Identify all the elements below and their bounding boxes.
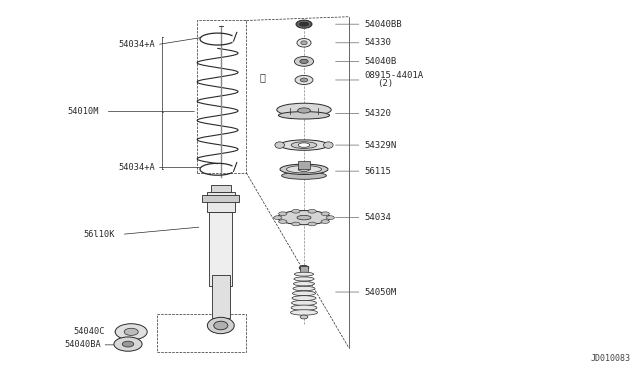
Bar [212,275,230,318]
Ellipse shape [308,222,316,226]
Ellipse shape [122,341,134,347]
Ellipse shape [115,324,147,340]
Bar [157,314,246,352]
Ellipse shape [295,76,313,84]
Ellipse shape [280,140,328,150]
Ellipse shape [321,212,330,215]
Ellipse shape [300,78,308,82]
Ellipse shape [292,222,300,226]
Ellipse shape [300,265,309,270]
Ellipse shape [326,216,335,219]
Ellipse shape [291,142,317,148]
Text: 54040B: 54040B [365,57,397,66]
Ellipse shape [321,220,330,224]
Bar [211,185,230,192]
Bar [298,161,310,169]
Ellipse shape [292,296,316,301]
Text: 54034+A: 54034+A [118,163,155,172]
Text: 54050M: 54050M [365,288,397,296]
Text: 56115: 56115 [365,167,392,176]
Ellipse shape [291,310,317,315]
Ellipse shape [278,211,330,225]
Text: (2): (2) [378,79,394,88]
Ellipse shape [275,142,285,148]
Ellipse shape [207,317,234,334]
Text: 54034: 54034 [365,213,392,222]
Ellipse shape [298,21,310,27]
Text: 56l10K: 56l10K [83,230,115,239]
Ellipse shape [292,300,317,305]
Text: JD010083: JD010083 [590,354,630,363]
Text: 54329N: 54329N [365,141,397,150]
Ellipse shape [294,57,314,66]
Bar [300,266,308,274]
Ellipse shape [300,59,308,64]
Text: 54320: 54320 [365,109,392,118]
Ellipse shape [124,328,138,336]
Ellipse shape [273,216,282,219]
Text: 54040C: 54040C [74,327,105,336]
Text: 54040BB: 54040BB [365,20,403,29]
Bar [197,20,246,173]
Bar [209,212,232,286]
Ellipse shape [297,215,311,220]
Ellipse shape [292,209,300,213]
Ellipse shape [282,172,326,179]
Ellipse shape [287,166,322,173]
Ellipse shape [300,315,308,319]
Ellipse shape [292,291,316,296]
Bar [207,192,235,212]
Ellipse shape [297,38,311,47]
Text: Ⓦ: Ⓦ [259,72,266,82]
Ellipse shape [301,41,307,45]
Ellipse shape [278,212,287,215]
Ellipse shape [296,20,312,28]
Ellipse shape [298,143,310,147]
Ellipse shape [278,220,287,224]
Ellipse shape [298,108,310,113]
Bar [202,195,239,202]
Ellipse shape [293,282,315,286]
Ellipse shape [323,142,333,148]
Ellipse shape [278,112,330,119]
Ellipse shape [293,286,315,291]
Ellipse shape [298,167,310,171]
Ellipse shape [214,321,228,330]
Ellipse shape [276,103,332,116]
Ellipse shape [294,272,314,276]
Ellipse shape [308,209,316,213]
Text: 08915-4401A: 08915-4401A [365,71,424,80]
Text: 54010M: 54010M [67,107,99,116]
Ellipse shape [114,337,142,351]
Text: 54330: 54330 [365,38,392,47]
Text: 54034+A: 54034+A [118,40,155,49]
Text: 54040BA: 54040BA [64,340,100,349]
Ellipse shape [294,277,314,281]
Ellipse shape [280,164,328,174]
Ellipse shape [291,305,317,310]
